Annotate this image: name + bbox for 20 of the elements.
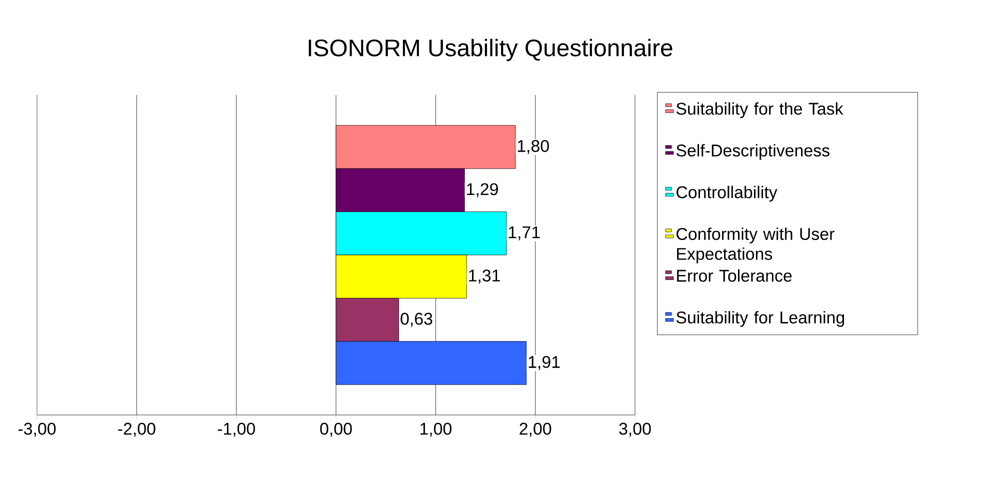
x-tick-label: 1,00 (420, 422, 452, 437)
legend-label: Error Tolerance (677, 269, 792, 282)
legend-label: Self-Descriptiveness (676, 144, 830, 160)
legend-label: Controllability (676, 186, 778, 202)
x-tick-label: 2,00 (520, 422, 552, 437)
data-label: 1,71 (508, 226, 540, 240)
data-label: 0,63 (400, 312, 432, 327)
data-label: 1,91 (528, 356, 560, 370)
x-tick-label: 3,00 (619, 422, 651, 437)
x-tick-label: -2,00 (118, 422, 156, 437)
x-tick-label: -1,00 (218, 422, 255, 437)
data-label: 1,80 (518, 140, 549, 154)
legend-label: Suitability for the Task (676, 102, 844, 118)
legend-label: Suitability for Learning (676, 311, 844, 327)
legend-label: Conformity with User Expectations (676, 228, 834, 264)
x-tick-label: -3,00 (18, 422, 56, 437)
data-label: 1,31 (469, 270, 500, 284)
x-tick-label: 0,00 (320, 422, 352, 437)
chart-title: ISONORM Usability Questionnaire (308, 38, 672, 62)
data-label: 1,29 (467, 183, 498, 198)
